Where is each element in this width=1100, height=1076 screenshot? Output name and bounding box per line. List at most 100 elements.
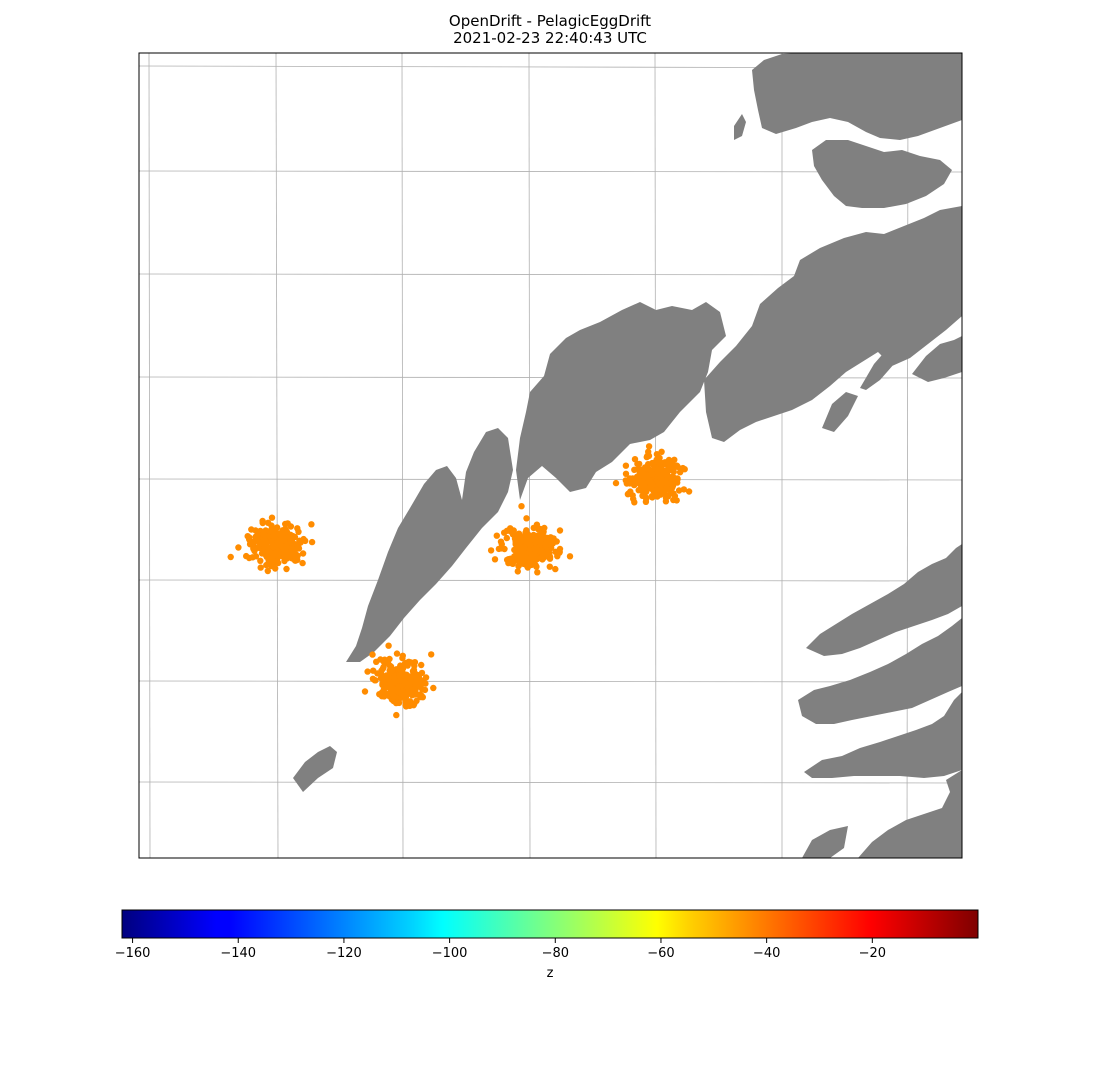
particle xyxy=(528,535,535,542)
plot-timestamp: 2021-02-23 22:40:43 UTC xyxy=(453,29,647,47)
particle xyxy=(402,694,409,701)
particle xyxy=(227,553,234,561)
particle xyxy=(270,557,277,564)
particle xyxy=(652,464,659,472)
particle xyxy=(278,542,285,550)
particle xyxy=(649,471,656,478)
particle xyxy=(641,483,648,491)
particle xyxy=(519,555,527,563)
particle xyxy=(541,524,548,532)
particle xyxy=(648,485,655,492)
particle xyxy=(397,666,404,674)
particle xyxy=(430,684,437,692)
particle xyxy=(250,545,257,553)
map-frame xyxy=(138,52,963,859)
particle xyxy=(393,711,400,719)
particle xyxy=(539,556,546,563)
particle xyxy=(374,670,381,677)
particle xyxy=(308,538,316,546)
particle xyxy=(556,548,563,556)
particle xyxy=(389,684,396,692)
particle xyxy=(235,544,242,551)
particle xyxy=(633,473,641,481)
particle xyxy=(657,486,665,493)
particle xyxy=(364,668,371,675)
particle xyxy=(631,466,638,473)
particle xyxy=(284,520,291,527)
particle xyxy=(389,666,397,674)
colorbar-tick-label: −40 xyxy=(752,946,781,961)
particle xyxy=(514,545,522,552)
particle xyxy=(645,443,653,450)
particle xyxy=(524,564,531,571)
particle xyxy=(249,554,256,561)
particle xyxy=(530,524,537,532)
particle xyxy=(612,479,620,487)
particle xyxy=(384,673,391,680)
particle xyxy=(299,550,307,557)
colorbar-tick-label: −60 xyxy=(647,946,675,961)
particle xyxy=(503,534,510,542)
particle xyxy=(404,673,411,680)
particle xyxy=(566,553,574,560)
particle xyxy=(552,565,559,573)
particle xyxy=(283,529,291,536)
particle xyxy=(389,679,397,686)
particle xyxy=(273,551,281,558)
particle xyxy=(521,544,528,551)
particle xyxy=(487,547,495,554)
cluster-southwest xyxy=(361,642,437,719)
particle xyxy=(661,459,669,466)
particle xyxy=(629,492,636,499)
particle xyxy=(642,494,650,501)
particle xyxy=(385,642,392,649)
particle xyxy=(531,545,538,552)
particle xyxy=(264,567,271,575)
particle xyxy=(645,448,652,455)
particle xyxy=(294,552,301,559)
particle xyxy=(660,471,667,478)
particle xyxy=(302,537,309,545)
particle xyxy=(556,527,564,534)
particle xyxy=(243,552,250,560)
particle xyxy=(511,553,518,560)
particle xyxy=(518,503,525,510)
particle xyxy=(308,521,315,528)
colorbar-tick-label: −80 xyxy=(541,946,569,961)
cluster-center xyxy=(487,503,574,576)
particle xyxy=(299,559,306,567)
particle xyxy=(410,666,418,674)
particle xyxy=(264,519,272,526)
land-lofoten-chain xyxy=(293,206,962,792)
particle xyxy=(296,537,303,544)
particle xyxy=(411,659,419,666)
particle xyxy=(283,565,290,573)
colorbar-tick-label: −140 xyxy=(220,946,257,961)
particle xyxy=(413,697,420,705)
particle xyxy=(507,525,514,532)
particle xyxy=(535,538,542,545)
particle xyxy=(491,556,499,563)
particle xyxy=(675,487,683,494)
particle xyxy=(422,680,429,687)
particle xyxy=(685,488,693,495)
particle xyxy=(666,459,673,467)
particle xyxy=(380,664,387,671)
particle xyxy=(523,537,530,544)
particle xyxy=(253,537,260,544)
cluster-east xyxy=(612,443,693,506)
particle xyxy=(667,490,674,497)
particle xyxy=(673,475,680,482)
particle xyxy=(649,459,656,467)
particle xyxy=(270,544,277,551)
colorbar xyxy=(121,909,979,939)
particle xyxy=(635,487,642,494)
particle xyxy=(546,563,553,570)
particle xyxy=(291,557,299,564)
colorbar-label: z xyxy=(546,966,554,981)
particle xyxy=(246,537,254,545)
particle xyxy=(263,553,270,561)
particle xyxy=(497,538,505,545)
particle xyxy=(369,675,377,682)
particle xyxy=(294,545,301,552)
